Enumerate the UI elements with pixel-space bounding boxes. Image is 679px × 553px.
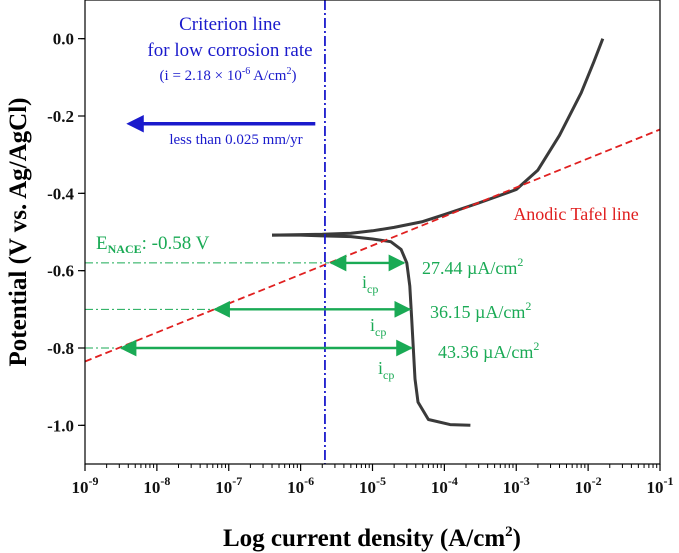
y-tick-label: -0.8 [47, 339, 74, 358]
x-tick-label: 10-9 [72, 474, 99, 497]
y-tick-label: -0.2 [47, 107, 74, 126]
x-tick-label: 10-4 [431, 474, 458, 497]
criterion-title-line2: for low corrosion rate [147, 40, 312, 61]
y-tick-label: -1.0 [47, 416, 74, 435]
x-tick-label: 10-1 [647, 474, 674, 497]
plot-layer [85, 0, 660, 464]
axis-ticks: 10-9 10-8 10-7 10-6 10-5 10-4 10-3 10-2 10-1 0.0 -… [47, 30, 673, 497]
x-axis-title: Log current density (A/cm2) [223, 524, 521, 552]
polarization-curve-2 [271, 38, 605, 237]
enace-label: ENACE: -0.58 V [96, 233, 210, 256]
x-tick-label: 10-7 [215, 474, 242, 497]
plot-area [85, 0, 660, 464]
icp-label-1: icp [362, 272, 378, 296]
y-tick-label: -0.6 [47, 262, 74, 281]
criterion-formula: (i = 2.18 × 10-6 A/cm2) [160, 66, 297, 84]
x-tick-label: 10-6 [287, 474, 314, 497]
icp-value-label-1: 27.44 µA/cm2 [422, 255, 523, 278]
x-tick-label: 10-3 [503, 474, 530, 497]
y-tick-label: -0.4 [47, 184, 74, 203]
criterion-title-line1: Criterion line [179, 14, 281, 35]
x-tick-label: 10-5 [359, 474, 386, 497]
icp-label-3: icp [378, 358, 394, 382]
x-tick-label: 10-2 [575, 474, 602, 497]
icp-value-label-3: 43.36 µA/cm2 [438, 339, 539, 362]
x-tick-label: 10-8 [143, 474, 170, 497]
y-axis-title: Potential (V vs. Ag/AgCl) [5, 98, 32, 367]
icp-value-label-2: 36.15 µA/cm2 [430, 299, 531, 322]
y-tick-label: 0.0 [53, 30, 74, 49]
polarization-curve-1 [272, 233, 471, 427]
icp-label-2: icp [370, 315, 386, 339]
anodic-tafel-line [85, 128, 660, 363]
criterion-arrow-note: less than 0.025 mm/yr [169, 132, 302, 148]
tafel-line-label: Anodic Tafel line [513, 204, 638, 224]
